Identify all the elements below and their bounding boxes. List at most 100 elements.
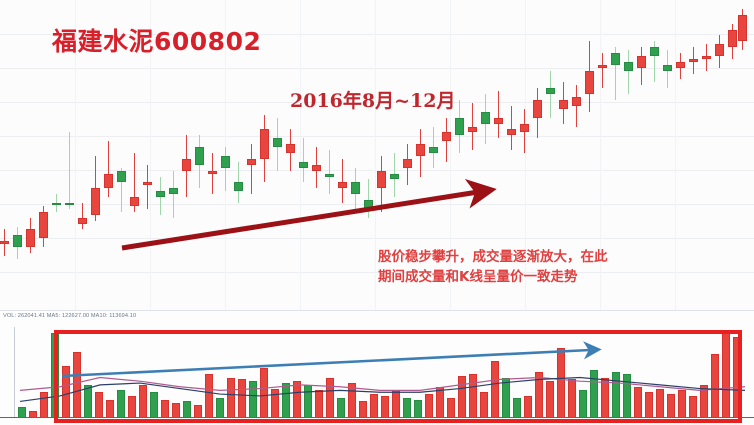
candle-body	[207, 170, 217, 174]
candle-body	[64, 202, 74, 206]
candlestick	[285, 0, 295, 310]
gridline-vertical	[75, 0, 76, 310]
candlestick	[441, 0, 451, 310]
candlestick	[558, 0, 568, 310]
volume-chart-panel[interactable]: VOL: 262041.41 MA5: 122627.00 MA10: 1136…	[0, 310, 754, 425]
candle-body	[545, 88, 555, 95]
candle-body	[376, 170, 386, 189]
candlestick	[701, 0, 711, 310]
candlestick	[415, 0, 425, 310]
candlestick	[727, 0, 737, 310]
candle-wick	[549, 70, 551, 118]
candlestick	[519, 0, 529, 310]
candle-wick	[107, 141, 109, 198]
candle-body	[467, 126, 477, 133]
commentary-line-2: 期间成交量和K线呈量价一致走势	[378, 268, 578, 285]
candle-body	[90, 188, 100, 215]
ma5-line	[19, 376, 746, 392]
candle-body	[584, 70, 594, 95]
candle-body	[311, 164, 321, 171]
gridline-vertical	[150, 0, 151, 310]
candlestick	[246, 0, 256, 310]
candlestick	[64, 0, 74, 310]
gridline-vertical	[300, 0, 301, 310]
candle-wick	[328, 150, 330, 195]
candle-wick	[367, 179, 369, 218]
gridline	[0, 170, 754, 171]
candle-body	[350, 182, 360, 195]
candle-body	[103, 173, 113, 189]
date-range-label: 2016年8月~12月	[290, 90, 456, 112]
gridline	[0, 34, 754, 35]
candle-wick	[172, 170, 174, 218]
candle-wick	[224, 147, 226, 192]
candlestick	[454, 0, 464, 310]
volume-indicator-legend: VOL: 262041.41 MA5: 122627.00 MA10: 1136…	[3, 313, 137, 319]
candlestick	[376, 0, 386, 310]
candle-body	[129, 197, 139, 206]
candlestick	[545, 0, 555, 310]
candlestick	[77, 0, 87, 310]
candlestick	[129, 0, 139, 310]
gridline-vertical	[375, 0, 376, 310]
price-chart-panel[interactable]: 福建水泥600802 2016年8月~12月 股价稳步攀升，成交量逐渐放大，在此…	[0, 0, 754, 310]
candlestick	[337, 0, 347, 310]
candlestick	[220, 0, 230, 310]
candle-body	[51, 202, 61, 206]
gridline	[0, 238, 754, 239]
candle-body	[259, 129, 269, 159]
candlestick	[402, 0, 412, 310]
commentary-line-1: 股价稳步攀升，成交量逐渐放大，在此	[378, 249, 608, 265]
candlestick	[467, 0, 477, 310]
candlestick	[714, 0, 724, 310]
candle-body	[194, 147, 204, 165]
candlestick	[428, 0, 438, 310]
candle-body	[12, 235, 22, 248]
candle-body	[181, 158, 191, 171]
candlestick	[571, 0, 581, 310]
candlestick	[116, 0, 126, 310]
candle-wick	[302, 138, 304, 183]
candle-body	[38, 211, 48, 239]
candle-body	[675, 61, 685, 68]
candlestick	[168, 0, 178, 310]
candle-body	[272, 138, 282, 148]
candle-body	[714, 44, 724, 56]
candle-body	[610, 53, 620, 65]
candlestick	[610, 0, 620, 310]
gridline-vertical	[675, 0, 676, 310]
candle-body	[155, 191, 165, 198]
candle-body	[337, 182, 347, 189]
candle-body	[662, 64, 672, 71]
candlestick	[480, 0, 490, 310]
candlestick	[636, 0, 646, 310]
candle-wick	[575, 85, 577, 127]
candle-body	[298, 161, 308, 168]
candle-body	[623, 61, 633, 71]
candle-wick	[614, 47, 616, 101]
candle-body	[428, 147, 438, 153]
gridline-vertical	[600, 0, 601, 310]
candle-wick	[510, 105, 512, 151]
candle-body	[324, 173, 334, 177]
candlestick	[597, 0, 607, 310]
candlestick	[493, 0, 503, 310]
candlestick	[103, 0, 113, 310]
candlestick	[142, 0, 152, 310]
candlestick	[737, 0, 747, 310]
candle-body	[285, 144, 295, 153]
candlestick	[298, 0, 308, 310]
candlestick	[90, 0, 100, 310]
gridline	[0, 102, 754, 103]
candle-wick	[601, 53, 603, 89]
candle-body	[558, 100, 568, 109]
candle-body	[77, 217, 87, 224]
candle-body	[441, 132, 451, 142]
candle-body	[402, 158, 412, 168]
volume-axis-line	[14, 327, 15, 417]
candlestick	[389, 0, 399, 310]
candlestick	[350, 0, 360, 310]
candle-body	[389, 173, 399, 180]
